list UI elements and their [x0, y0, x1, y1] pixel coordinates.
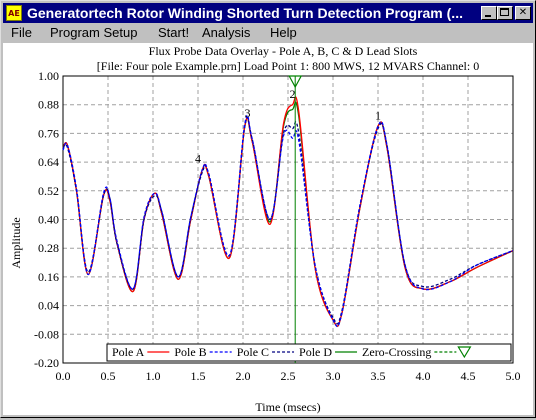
- pole-label: 4: [195, 151, 201, 165]
- menu-program-setup[interactable]: Program Setup: [50, 25, 138, 40]
- y-tick-label: 0.40: [38, 213, 59, 227]
- legend-label: Pole D: [299, 345, 332, 359]
- pole-label: 2: [290, 87, 296, 101]
- x-tick-label: 2.0: [236, 369, 251, 383]
- chart-subtitle: [File: Four pole Example.prn] Load Point…: [97, 59, 479, 73]
- y-tick-label: 0.88: [38, 98, 59, 112]
- y-tick-label: -0.08: [34, 327, 59, 341]
- x-tick-label: 0.0: [56, 369, 71, 383]
- x-axis-label: Time (msecs): [255, 400, 320, 414]
- y-tick-label: 1.00: [38, 69, 59, 83]
- title-bar[interactable]: AE Generatortech Rotor Winding Shorted T…: [3, 3, 533, 23]
- y-tick-label: 0.16: [38, 270, 59, 284]
- legend-label: Zero-Crossing: [362, 345, 431, 359]
- legend-box: [106, 343, 512, 362]
- legend-label: Pole A: [112, 345, 145, 359]
- y-tick-label: 0.52: [38, 184, 59, 198]
- pole-label: 3: [245, 106, 251, 120]
- minimize-button[interactable]: [481, 6, 497, 20]
- maximize-icon: [500, 8, 509, 16]
- close-button[interactable]: ✕: [515, 6, 531, 20]
- chart-area: Flux Probe Data Overlay - Pole A, B, C &…: [3, 43, 533, 415]
- zero-crossing-marker: [288, 75, 303, 89]
- menu-help[interactable]: Help: [270, 25, 297, 40]
- y-axis-label: Amplitude: [9, 217, 23, 268]
- x-tick-label: 5.0: [506, 369, 521, 383]
- minimize-icon: [485, 15, 491, 17]
- maximize-button[interactable]: [497, 6, 513, 20]
- legend-label: Pole C: [237, 345, 269, 359]
- y-tick-label: 0.64: [38, 155, 59, 169]
- y-tick-label: 0.76: [38, 126, 59, 140]
- x-tick-label: 4.5: [461, 369, 476, 383]
- y-tick-label: 0.04: [38, 299, 59, 313]
- y-tick-label: 0.28: [38, 241, 59, 255]
- flux-chart: Flux Probe Data Overlay - Pole A, B, C &…: [3, 43, 533, 415]
- menu-bar: File Program Setup Start! Analysis Help: [3, 24, 533, 42]
- plot-frame: [62, 75, 514, 364]
- window-title: Generatortech Rotor Winding Shorted Turn…: [27, 5, 463, 21]
- menu-file[interactable]: File: [11, 25, 32, 40]
- x-tick-label: 3.5: [371, 369, 386, 383]
- menu-start[interactable]: Start!: [158, 25, 190, 40]
- x-tick-label: 1.5: [191, 369, 206, 383]
- x-tick-label: 1.0: [146, 369, 161, 383]
- y-tick-label: -0.20: [34, 356, 59, 370]
- menu-analysis[interactable]: Analysis: [202, 25, 251, 40]
- series-line-pole-b: [62, 114, 514, 328]
- x-tick-label: 2.5: [281, 369, 296, 383]
- chart-title: Flux Probe Data Overlay - Pole A, B, C &…: [149, 44, 418, 58]
- x-tick-label: 3.0: [326, 369, 341, 383]
- legend-label: Pole B: [174, 345, 206, 359]
- close-icon: ✕: [518, 7, 528, 18]
- x-tick-label: 4.0: [416, 369, 431, 383]
- legend-swatch-marker: [457, 346, 472, 359]
- x-tick-label: 0.5: [101, 369, 116, 383]
- pole-label: 1: [375, 108, 381, 122]
- app-icon[interactable]: AE: [6, 5, 22, 21]
